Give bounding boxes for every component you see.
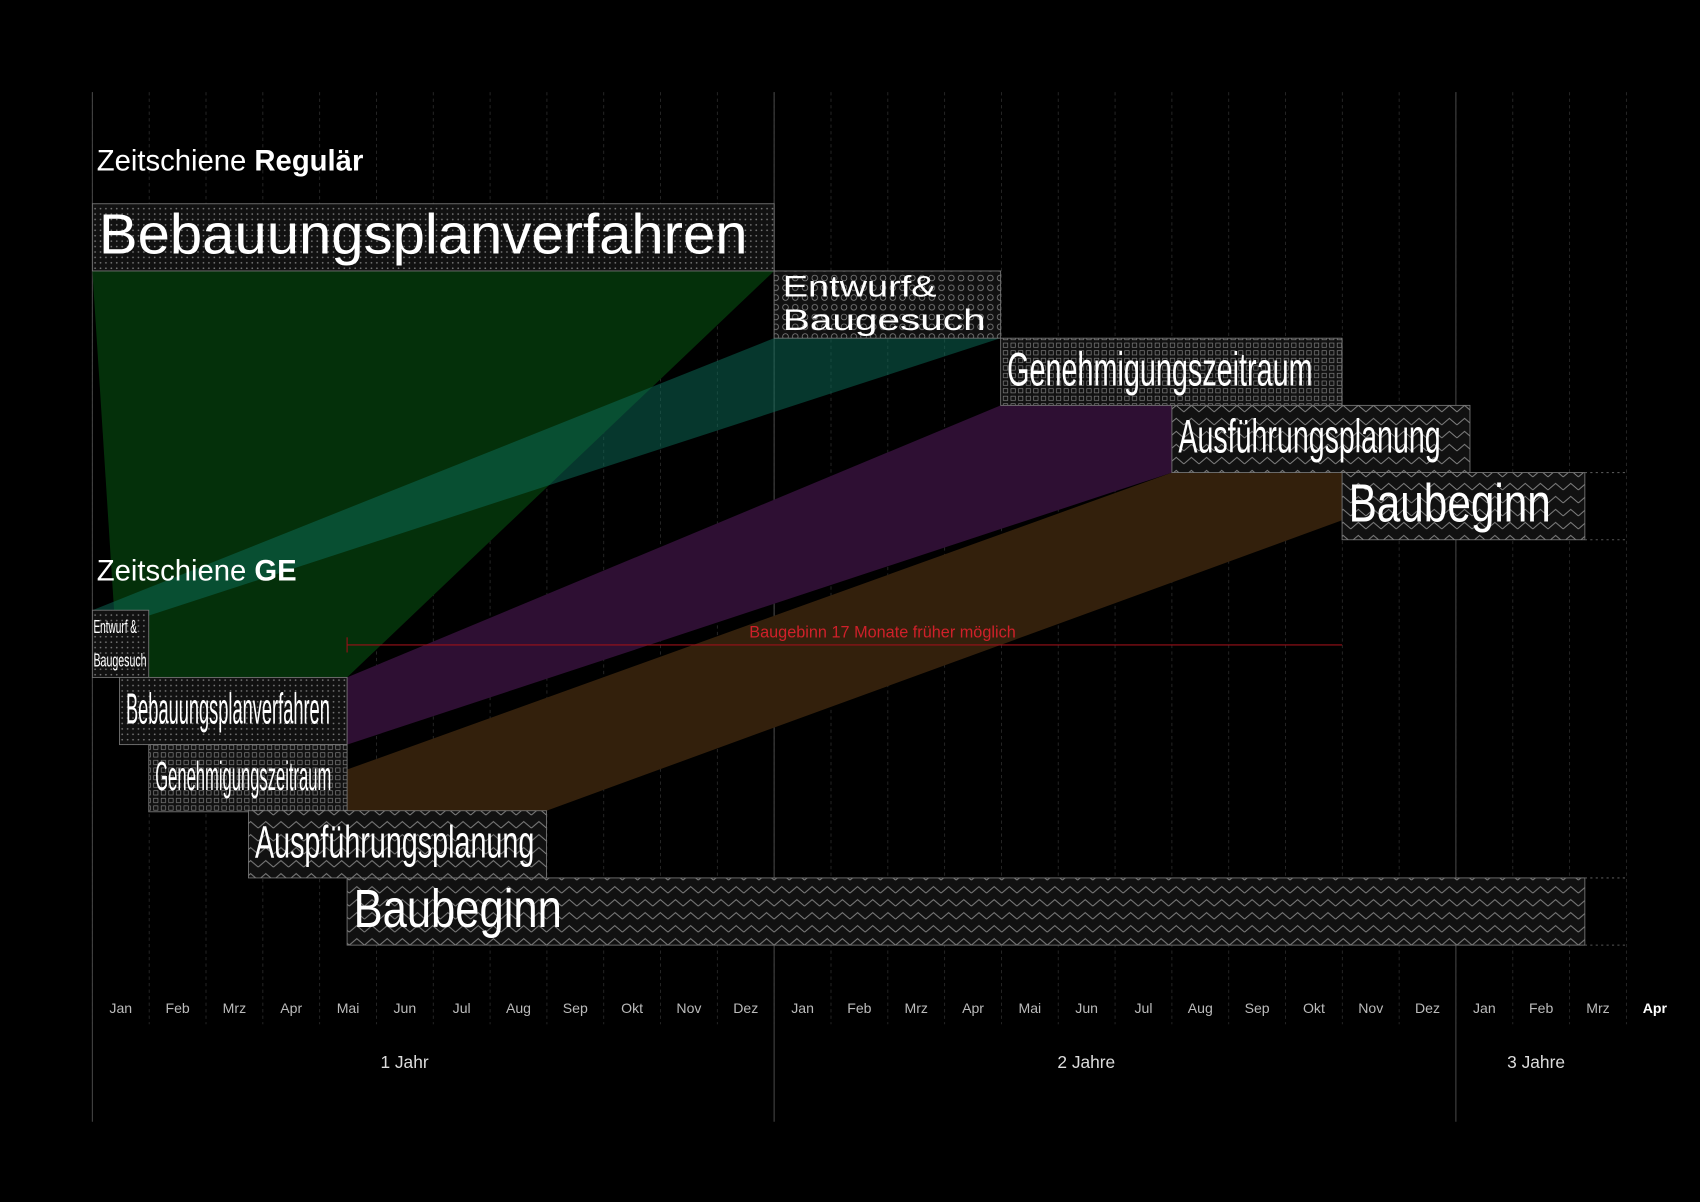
title-prefix: Zeitschiene <box>97 555 255 587</box>
phase-rect <box>248 810 547 879</box>
phase-bar: Genehmigungszeitraum <box>1000 337 1343 406</box>
phase-label: Baubeginn <box>1349 474 1551 534</box>
month-label: Mai <box>337 1000 360 1016</box>
month-label: Feb <box>1529 1000 1553 1016</box>
phase-bar: Baubeginn <box>1341 472 1627 541</box>
phase-label: Bebauungsplanverfahren <box>126 686 330 734</box>
title-bold: Regulär <box>254 145 363 177</box>
phase-rect <box>1171 404 1471 473</box>
phase-bar: Bebauungsplanverfahren <box>91 202 775 272</box>
month-label: Nov <box>1358 1000 1383 1016</box>
phase-rect <box>148 744 348 813</box>
phase-rect <box>773 270 1002 339</box>
band-entwurf <box>92 338 1001 616</box>
title-bold: GE <box>254 555 296 587</box>
month-label: Apr <box>962 1000 984 1016</box>
title-prefix: Zeitschiene <box>97 145 255 177</box>
month-label: Aug <box>1188 1000 1213 1016</box>
month-label: Feb <box>165 1000 189 1016</box>
month-label: Dez <box>1415 1000 1440 1016</box>
year-label: 3 Jahre <box>1507 1052 1565 1072</box>
phase-bar: Entwurf&Baugesuch <box>773 270 1002 339</box>
bands <box>92 270 1343 811</box>
ge-title: Zeitschiene GE <box>97 555 297 587</box>
phase-bar: Genehmigungszeitraum <box>148 744 348 813</box>
phase-rect <box>119 676 348 746</box>
phase-label: Entwurf& <box>783 272 937 304</box>
month-label: Jul <box>453 1000 471 1016</box>
month-label: Jun <box>1075 1000 1098 1016</box>
phase-label: Baugesuch <box>93 650 146 671</box>
month-label: Dez <box>733 1000 758 1016</box>
phase-label: Ausführungsplanung <box>1178 411 1440 464</box>
phase-label: Baugesuch <box>783 305 986 337</box>
phase-label: Bebauungsplanverfahren <box>99 202 748 265</box>
phase-rect <box>1000 337 1343 406</box>
year-label: 2 Jahre <box>1057 1052 1115 1072</box>
regular-title: Zeitschiene Regulär <box>97 145 364 177</box>
month-label: Sep <box>563 1000 588 1016</box>
month-label: Jun <box>394 1000 417 1016</box>
phase-bar: Bebauungsplanverfahren <box>119 676 348 746</box>
month-label: Jan <box>791 1000 814 1016</box>
month-label: Sep <box>1245 1000 1270 1016</box>
phase-bar: Ausführungsplanung <box>1171 404 1471 473</box>
month-label: Okt <box>621 1000 643 1016</box>
bars: BebauungsplanverfahrenEntwurf&BaugesuchG… <box>91 202 1627 946</box>
phase-label: Baubeginn <box>354 879 562 939</box>
phase-bar: Entwurf & Baugesuch <box>91 609 150 678</box>
month-label: Nov <box>676 1000 701 1016</box>
band-genehmigung <box>347 405 1172 745</box>
phase-label: Entwurf & <box>93 616 137 637</box>
month-label: Feb <box>847 1000 871 1016</box>
phase-bar: Auspführungsplanung <box>248 810 547 879</box>
month-label: Mai <box>1019 1000 1042 1016</box>
annotation: Baugebinn 17 Monate früher möglich <box>749 623 1016 641</box>
month-label: Apr <box>1643 1000 1668 1016</box>
phase-rect <box>91 203 775 272</box>
month-label: Jan <box>1473 1000 1496 1016</box>
phase-rect <box>346 877 1586 946</box>
month-label: Mrz <box>1586 1000 1609 1016</box>
axis: Jan Feb Mrz Apr Mai Jun Jul Aug Sep Okt Nov Dez Jan F… <box>109 1000 1667 1072</box>
phase-label: Auspführungsplanung <box>255 816 534 867</box>
month-label: Aug <box>506 1000 531 1016</box>
month-label: Jan <box>109 1000 132 1016</box>
phase-rect <box>1341 472 1586 541</box>
band-ausfuehrung <box>347 472 1343 811</box>
phase-label: Genehmigungszeitraum <box>155 753 331 799</box>
month-label: Okt <box>1303 1000 1325 1016</box>
phase-label: Genehmigungszeitraum <box>1007 343 1312 396</box>
month-label: Jul <box>1134 1000 1152 1016</box>
year-label: 1 Jahr <box>380 1052 428 1072</box>
phase-bar: Baubeginn <box>346 877 1627 946</box>
month-label: Apr <box>280 1000 302 1016</box>
month-label: Mrz <box>904 1000 927 1016</box>
phase-rect <box>91 609 150 678</box>
month-label: Mrz <box>223 1000 246 1016</box>
